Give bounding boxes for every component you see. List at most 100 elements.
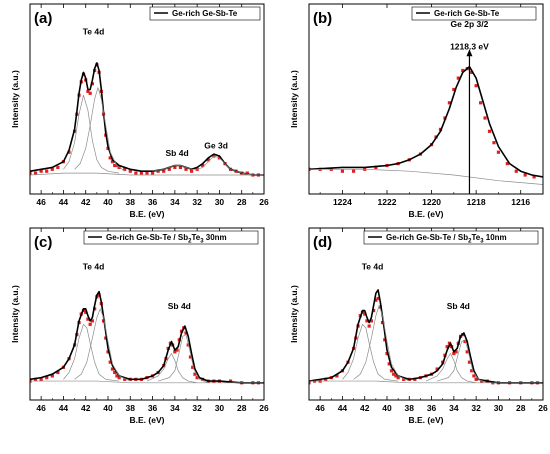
fit-component-line [63, 323, 120, 382]
data-point [45, 376, 49, 380]
x-tick-label: 34 [449, 403, 459, 413]
data-point [106, 350, 110, 354]
plot-frame [308, 3, 544, 195]
peak-annotation: Sb 4d [166, 148, 189, 158]
x-tick-label: 42 [81, 197, 91, 207]
panel-label: (c) [34, 234, 52, 251]
legend-text-part: Te [191, 233, 200, 242]
x-tick-label: 40 [103, 197, 113, 207]
x-tick-label: 1220 [422, 197, 441, 207]
fit-envelope-line [309, 65, 543, 178]
x-tick-label: 44 [338, 403, 348, 413]
data-point [115, 374, 119, 378]
data-point [474, 377, 478, 381]
data-point [175, 348, 179, 352]
fit-component-line [353, 305, 410, 382]
data-point [413, 377, 417, 381]
data-point [90, 82, 94, 86]
data-point [465, 350, 469, 354]
legend-label: Ge-rich Ge-Sb-Te [434, 9, 500, 18]
data-point [167, 167, 171, 171]
data-point [189, 169, 194, 173]
data-point [483, 116, 487, 120]
x-tick-label: 32 [471, 403, 481, 413]
legend-label: Ge-rich Ge-Sb-Te / Sb2Te3 30nm [106, 233, 227, 245]
data-point [396, 376, 400, 380]
panel-d: 46 44 42 40 38 36 34 32 30 28 26B.E. (eV)Intensity… [289, 227, 548, 425]
data-point [523, 173, 527, 177]
panel-label: (b) [313, 10, 332, 27]
x-tick-label: 40 [382, 403, 392, 413]
data-point [452, 87, 456, 92]
legend-label: Ge-rich Ge-Sb-Te / Sb2Te3 10nm [386, 233, 507, 245]
data-point [201, 163, 205, 168]
x-tick-label: 28 [516, 403, 526, 413]
legend-box [411, 6, 537, 21]
data-point [496, 150, 501, 154]
x-tick-label: 28 [237, 197, 247, 207]
x-tick-label: 34 [170, 403, 180, 413]
y-axis-title: Intensity (a.u.) [10, 70, 20, 128]
x-tick-label: 30 [215, 403, 225, 413]
x-tick-label: 46 [36, 403, 46, 413]
data-point [139, 171, 144, 175]
x-axis-title: B.E. (eV) [130, 415, 165, 425]
fit-component-line [158, 334, 209, 384]
x-tick-label: 30 [215, 197, 225, 207]
x-tick-label: 44 [59, 403, 69, 413]
x-tick-label: 36 [148, 197, 158, 207]
data-point [108, 360, 112, 364]
x-tick-label: 1222 [378, 197, 397, 207]
data-point [445, 345, 449, 349]
data-point [389, 369, 394, 373]
peak-annotation: 1218.3 eV [450, 42, 489, 52]
panel-a-plot-area [30, 62, 264, 177]
legend-text-part: Te [471, 233, 480, 242]
data-point [117, 376, 121, 380]
x-tick-label: 28 [237, 403, 247, 413]
data-point [113, 370, 117, 375]
legend-label: Ge-rich Ge-Sb-Te [172, 9, 238, 18]
fit-component-line [74, 308, 131, 382]
peak-annotation: Te 4d [83, 261, 105, 271]
x-axis-title: B.E. (eV) [130, 209, 165, 219]
data-point [162, 169, 166, 173]
data-point [110, 367, 115, 371]
data-point [392, 372, 396, 376]
data-point [472, 374, 476, 378]
data-point [156, 169, 160, 173]
panel-label: (a) [34, 10, 52, 27]
data-point [369, 319, 373, 323]
x-tick-label: 32 [192, 403, 202, 413]
x-tick-label: 1216 [511, 197, 530, 207]
data-point [363, 312, 367, 316]
data-point [39, 169, 43, 173]
data-point [514, 169, 518, 173]
plot-frame [308, 227, 544, 401]
legend-text-part: 2 [188, 239, 192, 245]
fit-component-line [146, 353, 198, 384]
y-axis-title: Intensity (a.u.) [10, 285, 20, 343]
data-point [128, 169, 132, 173]
data-point [178, 165, 183, 169]
peak-annotation: Sb 4d [168, 301, 191, 311]
data-point [110, 160, 115, 164]
data-point [123, 167, 127, 171]
data-point [88, 322, 92, 326]
baseline-line [30, 172, 264, 176]
data-point [492, 141, 496, 145]
data-point [50, 374, 54, 378]
x-tick-label: 1224 [333, 197, 352, 207]
fit-envelope-line [30, 62, 264, 176]
baseline-line [309, 380, 543, 384]
data-point [374, 298, 378, 302]
data-point [173, 165, 177, 169]
data-point [461, 68, 465, 73]
x-tick-label: 1218 [467, 197, 486, 207]
data-point [45, 169, 49, 173]
legend: Ge-rich Ge-Sb-Te / Sb2Te3 30nm [83, 230, 259, 245]
legend-box [83, 230, 259, 245]
peak-annotation: Te 4d [362, 261, 384, 271]
x-tick-label: 26 [259, 403, 269, 413]
